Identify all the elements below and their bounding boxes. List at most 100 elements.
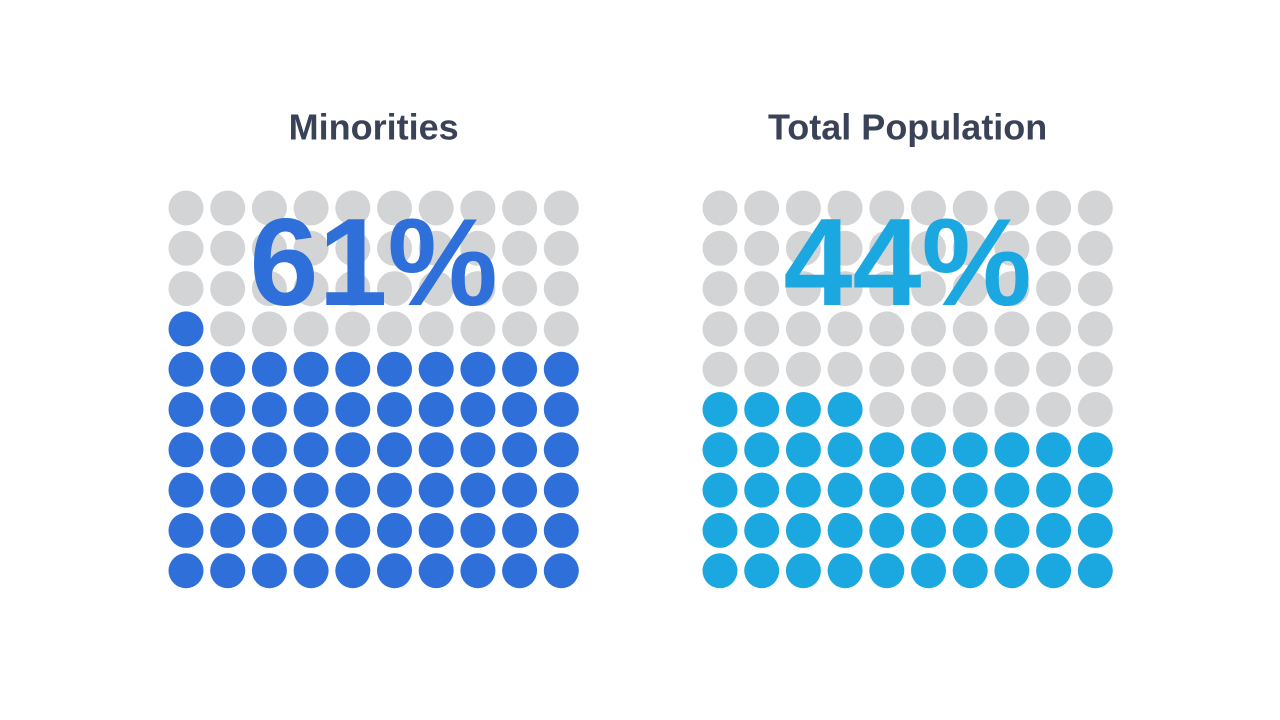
filled-dot [502, 512, 538, 548]
empty-dot [1036, 190, 1072, 226]
empty-dot [952, 351, 988, 387]
filled-dot [785, 392, 821, 427]
empty-dot [911, 190, 946, 226]
filled-dot [827, 432, 863, 468]
empty-dot [210, 230, 246, 266]
filled-dot [210, 472, 246, 508]
empty-dot [377, 230, 412, 266]
filled-dot [210, 351, 246, 387]
filled-dot [1036, 432, 1072, 468]
empty-dot [377, 271, 412, 307]
empty-dot [744, 230, 780, 266]
filled-dot [460, 512, 496, 548]
empty-dot [827, 190, 863, 226]
filled-dot [744, 392, 780, 427]
empty-dot [785, 351, 821, 387]
filled-dot [994, 432, 1030, 468]
filled-dot [869, 472, 905, 508]
empty-dot [293, 190, 329, 226]
empty-dot [827, 271, 863, 307]
empty-dot [210, 311, 246, 347]
filled-dot [418, 553, 454, 589]
filled-dot [377, 432, 412, 468]
empty-dot [785, 190, 821, 226]
filled-dot [543, 512, 579, 548]
empty-dot [744, 351, 780, 387]
filled-dot [869, 512, 905, 548]
filled-dot [827, 472, 863, 508]
filled-dot [785, 553, 821, 589]
filled-dot [502, 432, 538, 468]
filled-dot [460, 432, 496, 468]
empty-dot [911, 271, 946, 307]
filled-dot [994, 553, 1030, 589]
filled-dot [502, 351, 538, 387]
empty-dot [994, 230, 1030, 266]
empty-dot [994, 311, 1030, 347]
filled-dot [785, 432, 821, 468]
empty-dot [1036, 230, 1072, 266]
filled-dot [994, 512, 1030, 548]
empty-dot [1036, 392, 1072, 427]
filled-dot [952, 432, 988, 468]
empty-dot [335, 311, 371, 347]
filled-dot [460, 351, 496, 387]
filled-dot [1077, 512, 1113, 548]
filled-dot [543, 553, 579, 589]
filled-dot [251, 392, 287, 427]
filled-dot [377, 351, 412, 387]
empty-dot [168, 190, 204, 226]
filled-dot [744, 472, 780, 508]
filled-dot [251, 472, 287, 508]
filled-dot [293, 553, 329, 589]
empty-dot [210, 190, 246, 226]
filled-dot [377, 553, 412, 589]
filled-dot [1077, 432, 1113, 468]
empty-dot [952, 392, 988, 427]
filled-dot [502, 553, 538, 589]
filled-dot [702, 553, 738, 589]
empty-dot [702, 190, 738, 226]
filled-dot [335, 432, 371, 468]
empty-dot [952, 271, 988, 307]
filled-dot [911, 432, 946, 468]
empty-dot [785, 271, 821, 307]
empty-dot [827, 311, 863, 347]
filled-dot [702, 512, 738, 548]
filled-dot [702, 472, 738, 508]
filled-dot [418, 392, 454, 427]
filled-dot [869, 432, 905, 468]
empty-dot [827, 230, 863, 266]
filled-dot [335, 392, 371, 427]
filled-dot [744, 432, 780, 468]
empty-dot [785, 230, 821, 266]
empty-dot [293, 230, 329, 266]
empty-dot [952, 230, 988, 266]
empty-dot [952, 311, 988, 347]
empty-dot [460, 311, 496, 347]
filled-dot [911, 472, 946, 508]
empty-dot [1077, 230, 1113, 266]
filled-dot [911, 553, 946, 589]
filled-dot [377, 472, 412, 508]
filled-dot [1077, 472, 1113, 508]
empty-dot [418, 230, 454, 266]
empty-dot [952, 190, 988, 226]
empty-dot [293, 311, 329, 347]
empty-dot [418, 271, 454, 307]
filled-dot [744, 553, 780, 589]
empty-dot [1036, 351, 1072, 387]
filled-dot [293, 512, 329, 548]
empty-dot [1036, 271, 1072, 307]
empty-dot [869, 230, 905, 266]
empty-dot [744, 311, 780, 347]
empty-dot [210, 271, 246, 307]
empty-dot [502, 190, 538, 226]
filled-dot [543, 392, 579, 427]
empty-dot [543, 271, 579, 307]
filled-dot [952, 512, 988, 548]
empty-dot [744, 190, 780, 226]
filled-dot [293, 392, 329, 427]
filled-dot [377, 392, 412, 427]
